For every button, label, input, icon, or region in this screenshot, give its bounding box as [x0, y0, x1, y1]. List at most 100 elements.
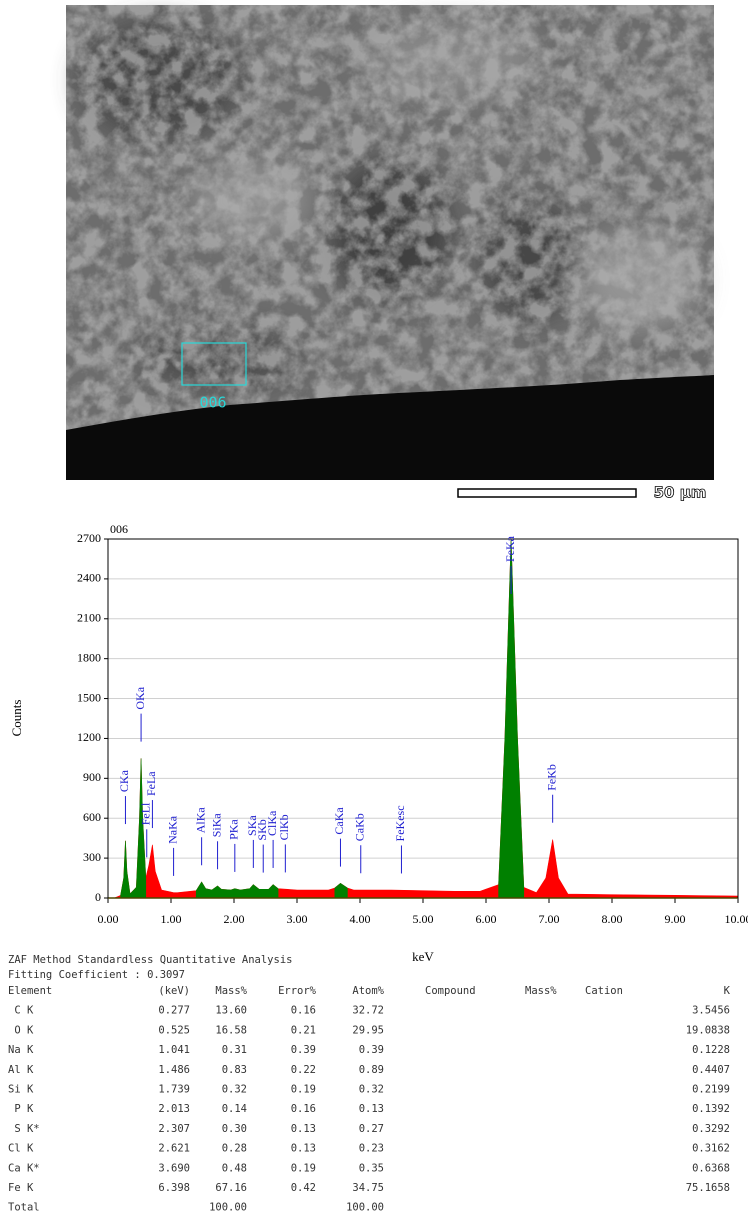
table-cell: 3.5456 — [692, 1005, 730, 1017]
peak-label: PKa — [227, 819, 241, 840]
sem-image: 006 — [66, 5, 714, 480]
table-cell: Fe K — [8, 1182, 34, 1194]
table-cell: Cl K — [8, 1143, 34, 1155]
table-cell: 0.2199 — [692, 1084, 730, 1096]
table-cell: Na K — [8, 1044, 34, 1056]
x-tick-label: 2.00 — [224, 912, 245, 926]
table-cell: S K* — [8, 1123, 40, 1135]
table-cell: 0.28 — [222, 1143, 247, 1155]
table-cell: 0.3292 — [692, 1123, 730, 1135]
table-cell: 3.690 — [158, 1162, 190, 1174]
table-cell: 0.32 — [359, 1084, 384, 1096]
x-tick-label: 5.00 — [413, 912, 434, 926]
table-cell: 0.30 — [222, 1123, 247, 1135]
x-axis-label: keV — [412, 949, 434, 964]
chart-title: 006 — [110, 522, 128, 536]
fitting-coefficient: Fitting Coefficient : 0.3097 — [8, 969, 185, 981]
table-cell: 19.0838 — [686, 1024, 730, 1036]
table-header: K — [724, 985, 731, 997]
table-cell: 0.1392 — [692, 1103, 730, 1115]
table-cell: 0.31 — [222, 1044, 247, 1056]
table-title: ZAF Method Standardless Quantitative Ana… — [8, 954, 292, 966]
peak-label: FeKa — [503, 535, 517, 562]
table-header: Error% — [278, 985, 317, 997]
table-header: Mass% — [215, 985, 247, 997]
table-cell: 0.83 — [222, 1064, 247, 1076]
peak-label: SKb — [255, 819, 269, 840]
total-label: Total — [8, 1202, 40, 1214]
table-header: Compound — [425, 985, 476, 997]
table-cell: 75.1658 — [686, 1182, 730, 1194]
peak-label: CaKa — [332, 807, 346, 835]
y-tick-label: 900 — [83, 770, 101, 784]
table-cell: 16.58 — [215, 1024, 247, 1036]
scale-bar: 50 µm — [457, 483, 707, 502]
table-cell: 0.27 — [359, 1123, 384, 1135]
table-cell: 0.48 — [222, 1162, 247, 1174]
spectrum-area — [114, 538, 739, 899]
table-cell: 0.277 — [158, 1005, 190, 1017]
peak-label: AlKa — [193, 807, 207, 834]
table-cell: 6.398 — [158, 1182, 190, 1194]
table-cell: Ca K* — [8, 1162, 40, 1174]
table-cell: 0.16 — [291, 1005, 316, 1017]
y-tick-label: 0 — [95, 890, 101, 904]
x-tick-label: 3.00 — [287, 912, 308, 926]
table-cell: 29.95 — [352, 1024, 384, 1036]
table-cell: 0.1228 — [692, 1044, 730, 1056]
table-header: Cation — [585, 985, 623, 997]
spectrum-area — [120, 538, 525, 899]
total-mass: 100.00 — [209, 1202, 247, 1214]
table-header: Atom% — [352, 985, 384, 997]
table-cell: 1.486 — [158, 1064, 190, 1076]
plot-frame — [107, 538, 739, 899]
table-cell: 0.42 — [291, 1182, 316, 1194]
table-cell: P K — [8, 1103, 34, 1115]
table-cell: 0.13 — [359, 1103, 384, 1115]
table-cell: 0.23 — [359, 1143, 384, 1155]
table-cell: 0.39 — [359, 1044, 384, 1056]
table-cell: 0.19 — [291, 1162, 316, 1174]
x-tick-label: 4.00 — [350, 912, 371, 926]
peak-label: FeLa — [144, 771, 158, 796]
table-cell: 0.39 — [291, 1044, 316, 1056]
y-tick-label: 2400 — [77, 571, 101, 585]
table-cell: O K — [8, 1024, 34, 1036]
peak-label: FeKesc — [393, 805, 407, 841]
table-cell: 0.16 — [291, 1103, 316, 1115]
table-cell: 34.75 — [352, 1182, 384, 1194]
y-tick-label: 2100 — [77, 611, 101, 625]
peak-label: CaKb — [353, 813, 367, 841]
table-cell: 1.739 — [158, 1084, 190, 1096]
table-cell: Al K — [8, 1064, 34, 1076]
table-header: Mass% — [525, 985, 557, 997]
x-tick-label: 0.00 — [98, 912, 119, 926]
table-cell: 0.13 — [291, 1123, 316, 1135]
table-header: Element — [8, 985, 52, 997]
y-axis-label: Counts — [9, 700, 24, 737]
table-cell: 0.35 — [359, 1162, 384, 1174]
x-tick-label: 1.00 — [161, 912, 182, 926]
table-cell: 2.621 — [158, 1143, 190, 1155]
table-cell: 2.307 — [158, 1123, 190, 1135]
table-cell: 13.60 — [215, 1005, 247, 1017]
peak-label: OKa — [133, 686, 147, 709]
peak-label: CKa — [117, 769, 131, 792]
peak-label: ClKb — [277, 814, 291, 840]
y-tick-label: 2700 — [77, 531, 101, 545]
table-cell: C K — [8, 1005, 34, 1017]
total-atom: 100.00 — [346, 1202, 384, 1214]
table-header: (keV) — [158, 985, 190, 997]
table-cell: 67.16 — [215, 1182, 247, 1194]
spectrum-chart: 006 keV Counts 0 300 600 900 1200 1500 1800 210… — [9, 522, 748, 964]
y-tick-label: 600 — [83, 810, 101, 824]
x-tick-label: 7.00 — [539, 912, 560, 926]
peak-label: FeKb — [544, 764, 558, 791]
y-tick-label: 1800 — [77, 650, 101, 664]
peak-label: SKa — [245, 815, 259, 836]
table-cell: 0.13 — [291, 1143, 316, 1155]
peak-label: FeLl — [138, 802, 152, 825]
peak-label: SiKa — [209, 813, 223, 838]
table-cell: 0.89 — [359, 1064, 384, 1076]
table-cell: 0.4407 — [692, 1064, 730, 1076]
